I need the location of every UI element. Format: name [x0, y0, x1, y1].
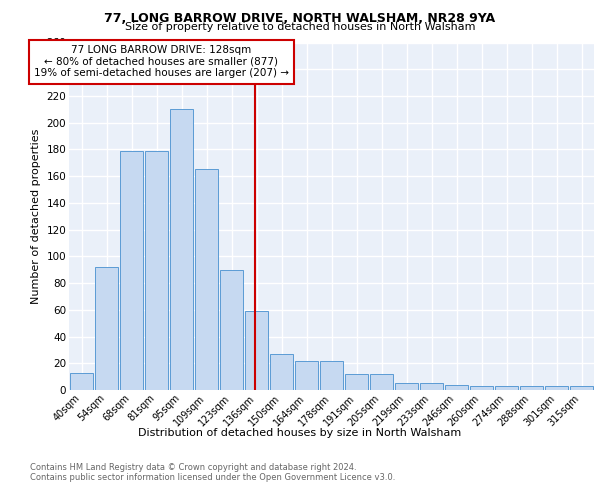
Text: 77 LONG BARROW DRIVE: 128sqm
← 80% of detached houses are smaller (877)
19% of s: 77 LONG BARROW DRIVE: 128sqm ← 80% of de…: [34, 45, 289, 78]
Bar: [220, 270, 243, 390]
Bar: [320, 360, 343, 390]
Bar: [370, 374, 393, 390]
Bar: [120, 151, 143, 390]
Y-axis label: Number of detached properties: Number of detached properties: [31, 128, 41, 304]
Bar: [395, 384, 418, 390]
Bar: [295, 360, 318, 390]
Bar: [445, 384, 468, 390]
Bar: [545, 386, 568, 390]
Bar: [245, 311, 268, 390]
Text: 77, LONG BARROW DRIVE, NORTH WALSHAM, NR28 9YA: 77, LONG BARROW DRIVE, NORTH WALSHAM, NR…: [104, 12, 496, 26]
Bar: [495, 386, 518, 390]
Bar: [570, 386, 593, 390]
Bar: [95, 267, 118, 390]
Bar: [145, 151, 168, 390]
Bar: [420, 384, 443, 390]
Bar: [345, 374, 368, 390]
Bar: [470, 386, 493, 390]
Bar: [270, 354, 293, 390]
Bar: [70, 372, 93, 390]
Text: Contains HM Land Registry data © Crown copyright and database right 2024.: Contains HM Land Registry data © Crown c…: [30, 462, 356, 471]
Text: Size of property relative to detached houses in North Walsham: Size of property relative to detached ho…: [125, 22, 475, 32]
Bar: [520, 386, 543, 390]
Bar: [195, 170, 218, 390]
Bar: [170, 110, 193, 390]
Text: Distribution of detached houses by size in North Walsham: Distribution of detached houses by size …: [139, 428, 461, 438]
Text: Contains public sector information licensed under the Open Government Licence v3: Contains public sector information licen…: [30, 472, 395, 482]
